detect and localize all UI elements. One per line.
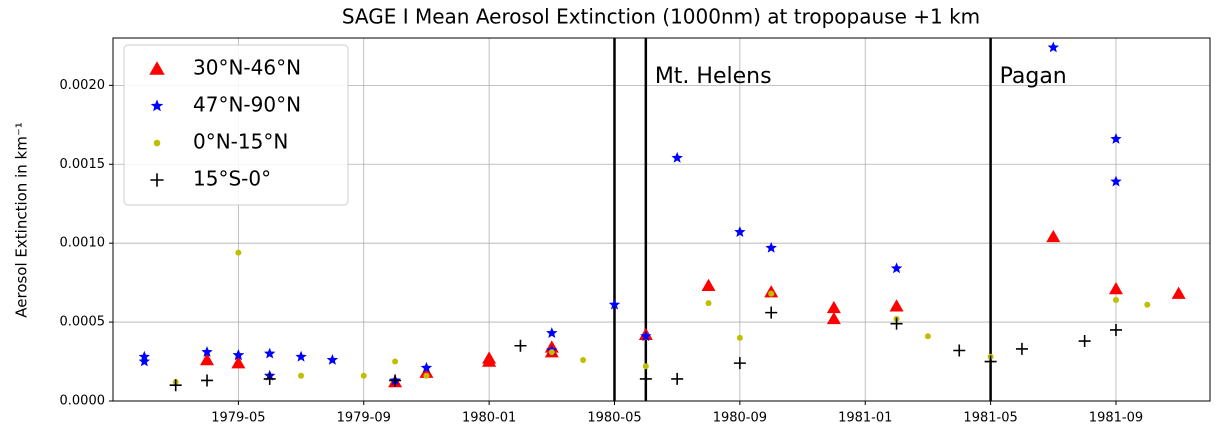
marker-dot [736, 334, 743, 341]
plot-frame [112, 37, 1211, 402]
x-tick-label: 1980-09 [713, 411, 767, 426]
marker-star [546, 327, 558, 338]
marker-triangle [1108, 281, 1123, 295]
marker-plus [1109, 323, 1122, 336]
marker-triangle [231, 356, 246, 369]
legend-label: 47°N-90°N [193, 93, 301, 117]
marker-star [420, 361, 433, 373]
y-tick-label: 0.0020 [60, 78, 106, 93]
marker-triangle [826, 300, 841, 314]
marker-star [326, 354, 339, 365]
legend-label: 30°N-46°N [193, 56, 301, 80]
marker-plus [1015, 342, 1028, 355]
marker-star [232, 349, 245, 361]
marker-triangle [1171, 286, 1186, 299]
marker-dot [298, 372, 305, 379]
marker-star [608, 298, 621, 310]
marker-plus [733, 357, 746, 370]
marker-plus [1078, 335, 1091, 348]
marker-plus [201, 374, 214, 387]
marker-dot [924, 333, 931, 340]
y-tick-label: 0.0005 [60, 315, 106, 330]
marker-plus [953, 344, 966, 357]
marker-triangle [1046, 229, 1061, 243]
marker-triangle [419, 365, 434, 378]
x-tick-label: 1981-05 [963, 411, 1017, 426]
x-tick-label: 1979-05 [211, 411, 265, 426]
marker-dot [392, 358, 399, 365]
annotation: Pagan [1000, 64, 1067, 89]
marker-star [890, 262, 903, 274]
marker-star [734, 226, 746, 237]
y-tick-label: 0.0010 [60, 236, 106, 251]
marker-dot [1112, 296, 1119, 303]
y-axis-label: Aerosol Extinction in km⁻¹ [13, 122, 31, 318]
marker-plus [169, 379, 182, 392]
marker-dot [235, 249, 242, 256]
chart-title: SAGE I Mean Aerosol Extinction (1000nm) … [342, 5, 980, 29]
marker-star [201, 346, 213, 357]
marker-dot [580, 356, 587, 363]
marker-triangle [149, 61, 165, 75]
x-tick-label: 1980-01 [462, 411, 516, 426]
marker-plus [671, 372, 684, 385]
x-tick-label: 1980-05 [587, 411, 641, 426]
marker-plus [514, 339, 527, 352]
marker-dot [768, 290, 775, 297]
legend-label: 15°S-0° [193, 167, 271, 191]
legend-box [123, 44, 349, 206]
marker-plus [890, 317, 903, 330]
marker-triangle [482, 354, 497, 367]
annotation: Mt. Helens [655, 64, 772, 89]
marker-triangle [889, 299, 904, 312]
marker-plus [263, 372, 276, 385]
marker-dot [423, 372, 430, 379]
marker-star [264, 347, 276, 359]
marker-plus [984, 355, 997, 368]
marker-star [1047, 41, 1059, 53]
marker-star [138, 355, 150, 367]
marker-star [765, 241, 777, 253]
marker-dot [548, 349, 555, 356]
marker-star [671, 151, 683, 163]
marker-plus [765, 306, 778, 319]
marker-star [150, 99, 164, 112]
x-tick-label: 1981-01 [838, 411, 892, 426]
marker-dot [360, 372, 367, 379]
marker-triangle [200, 352, 215, 366]
x-tick-label: 1981-09 [1089, 411, 1143, 426]
marker-triangle [826, 311, 841, 325]
marker-star [640, 330, 652, 342]
legend: 30°N-46°N 47°N-90°N 0°N-15°N 15°S-0° [123, 44, 349, 206]
marker-dot [1144, 301, 1151, 308]
marker-dot [642, 363, 649, 370]
marker-star [1110, 175, 1122, 187]
marker-dot [153, 139, 161, 147]
marker-star [1110, 133, 1122, 144]
marker-plus [639, 372, 652, 385]
marker-plus [150, 173, 164, 187]
marker-plus [389, 374, 402, 387]
x-tick-label: 1979-09 [337, 411, 391, 426]
y-tick-label: 0.0015 [60, 157, 106, 172]
marker-triangle [701, 278, 716, 292]
legend-label: 0°N-15°N [193, 130, 288, 154]
marker-dot [705, 300, 712, 307]
marker-star [295, 350, 307, 362]
y-tick-label: 0.0000 [60, 394, 106, 409]
